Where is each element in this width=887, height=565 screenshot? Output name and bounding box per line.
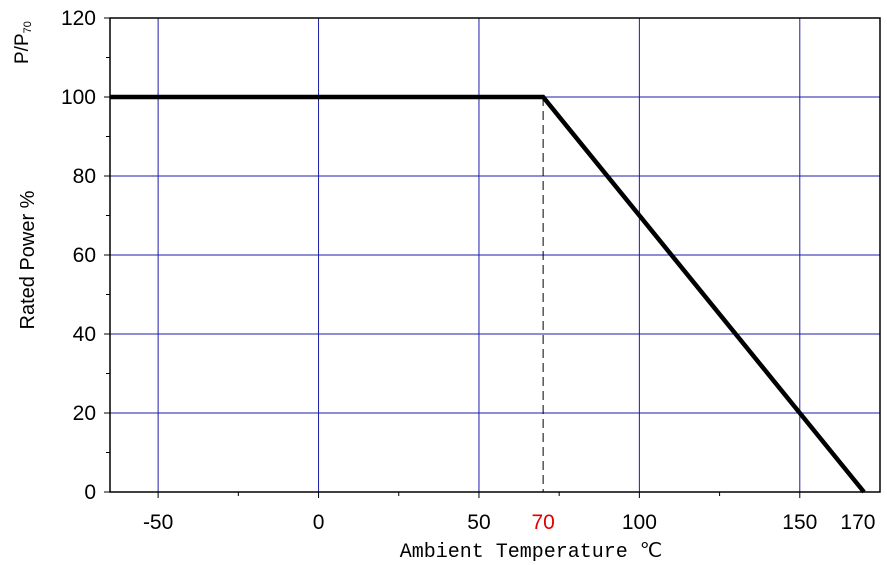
x-tick-label-70: 70	[531, 511, 554, 534]
y-tick-label: 80	[73, 165, 96, 188]
y-axis-top-label: P/P70	[12, 21, 34, 64]
x-tick-label: -50	[143, 511, 173, 534]
x-tick-label: 100	[622, 511, 657, 534]
y-tick-label: 100	[61, 86, 96, 109]
y-tick-label: 120	[61, 7, 96, 30]
y-axis-top-label-main: P/P	[12, 33, 33, 64]
grid	[110, 17, 880, 493]
minor-ticks	[104, 17, 801, 498]
y-tick-labels: 0 20 40 60 80 100 120	[61, 7, 96, 504]
x-axis-label: Ambient Temperature ℃	[400, 541, 663, 564]
y-tick-label: 60	[73, 244, 96, 267]
y-axis-top-label-sub: 70	[22, 21, 34, 33]
x-tick-label: 0	[313, 511, 325, 534]
x-tick-label-170: 170	[840, 511, 875, 534]
y-tick-label: 20	[73, 402, 96, 425]
derating-curve	[110, 94, 866, 494]
y-tick-label: 40	[73, 323, 96, 346]
x-tick-label: 50	[467, 511, 490, 534]
series-group	[110, 94, 866, 494]
y-axis-label: Rated Power %	[17, 190, 39, 329]
x-tick-labels: -50 0 50 100 150 70 170	[143, 511, 876, 534]
y-tick-label: 0	[84, 481, 96, 504]
x-tick-label: 150	[782, 511, 817, 534]
